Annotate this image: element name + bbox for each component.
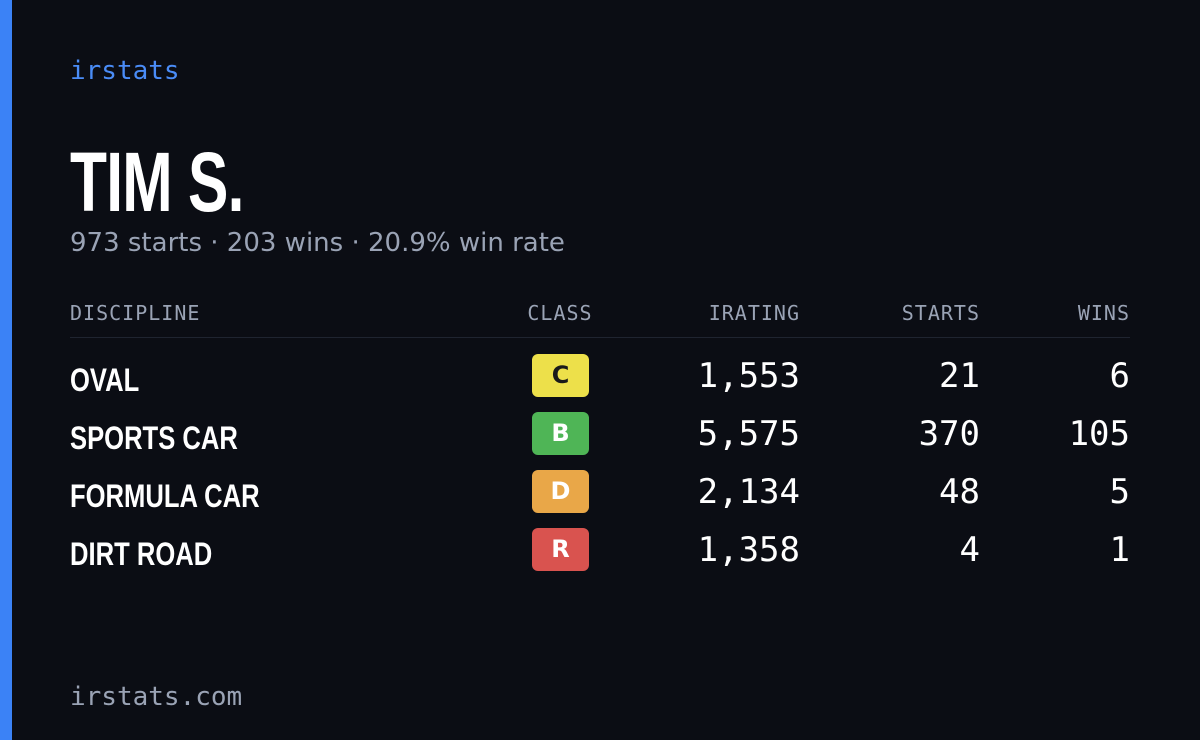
starts: 21 [939,356,980,396]
summary: 973 starts · 203 wins · 20.9% win rate [70,228,565,258]
discipline: DIRT ROAD [70,536,213,572]
starts: 48 [939,472,980,512]
wins: 6 [1109,356,1130,396]
irating: 1,553 [697,356,800,396]
wins: 105 [1068,414,1130,454]
column-header: DISCIPLINE [70,301,201,325]
column-header: STARTS [901,301,980,325]
irating: 2,134 [697,472,800,512]
column-header: WINS [1077,301,1130,325]
starts: 4 [959,530,980,570]
discipline: OVAL [70,362,140,398]
discipline: SPORTS CAR [70,420,238,456]
class-badge: D [532,470,589,513]
brand: irstats [70,56,180,86]
class-badge: B [532,412,589,455]
irating: 5,575 [697,414,800,454]
starts: 370 [918,414,980,454]
class-badge: C [532,354,589,397]
wins: 5 [1109,472,1130,512]
header-rule [70,337,1130,338]
footer-url: irstats.com [70,682,243,712]
column-header: IRATING [708,301,800,325]
accent-bar [0,0,12,740]
class-badge: R [532,528,589,571]
driver-name: TIM S. [70,135,244,229]
irating: 1,358 [697,530,800,570]
discipline: FORMULA CAR [70,478,260,514]
wins: 1 [1109,530,1130,570]
column-header: CLASS [527,301,593,325]
